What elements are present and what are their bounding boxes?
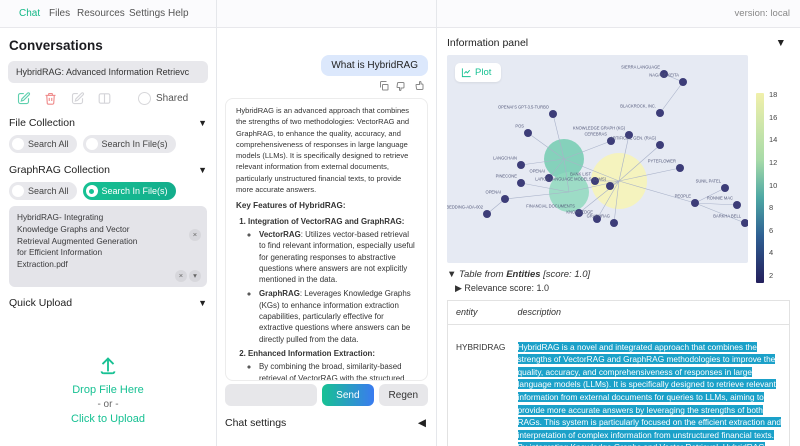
svg-text:OPENAI: OPENAI [486, 190, 501, 195]
svg-text:KNOWLEDGE GRAPH (KG): KNOWLEDGE GRAPH (KG) [573, 126, 626, 131]
svg-text:BLACKROCK, INC.: BLACKROCK, INC. [620, 104, 656, 109]
svg-text:ARTIFICIAL GEN. (RAG): ARTIFICIAL GEN. (RAG) [610, 136, 656, 141]
svg-text:BARKHA BELL: BARKHA BELL [713, 214, 741, 219]
svg-text:RONNIE MAC: RONNIE MAC [707, 196, 733, 201]
svg-text:NAGASE KEITA: NAGASE KEITA [649, 73, 679, 78]
svg-text:PINECONE: PINECONE [496, 174, 518, 179]
svg-text:PEOPLE: PEOPLE [675, 194, 692, 199]
svg-text:OPENAI: OPENAI [530, 169, 545, 174]
svg-text:SIERRA LANGUAGE: SIERRA LANGUAGE [621, 65, 660, 70]
svg-text:CEREBRAS: CEREBRAS [584, 132, 607, 137]
svg-text:PYTEFLOWER: PYTEFLOWER [648, 159, 676, 164]
svg-text:LARGE LANGUAGE MODELS (LLMS): LARGE LANGUAGE MODELS (LLMS) [535, 177, 606, 182]
svg-text:FINANCIAL DOCUMENTS: FINANCIAL DOCUMENTS [526, 204, 575, 209]
svg-text:LANGCHAIN: LANGCHAIN [493, 156, 517, 161]
svg-text:OPENAI'S GPT-3.5-TURBO: OPENAI'S GPT-3.5-TURBO [498, 105, 549, 110]
svg-text:POS: POS [515, 124, 524, 129]
svg-text:SUNIL PATEL: SUNIL PATEL [696, 179, 722, 184]
svg-text:GRAPHRAG: GRAPHRAG [587, 214, 610, 219]
svg-text:EMBEDDING-ADA-002: EMBEDDING-ADA-002 [447, 205, 484, 210]
